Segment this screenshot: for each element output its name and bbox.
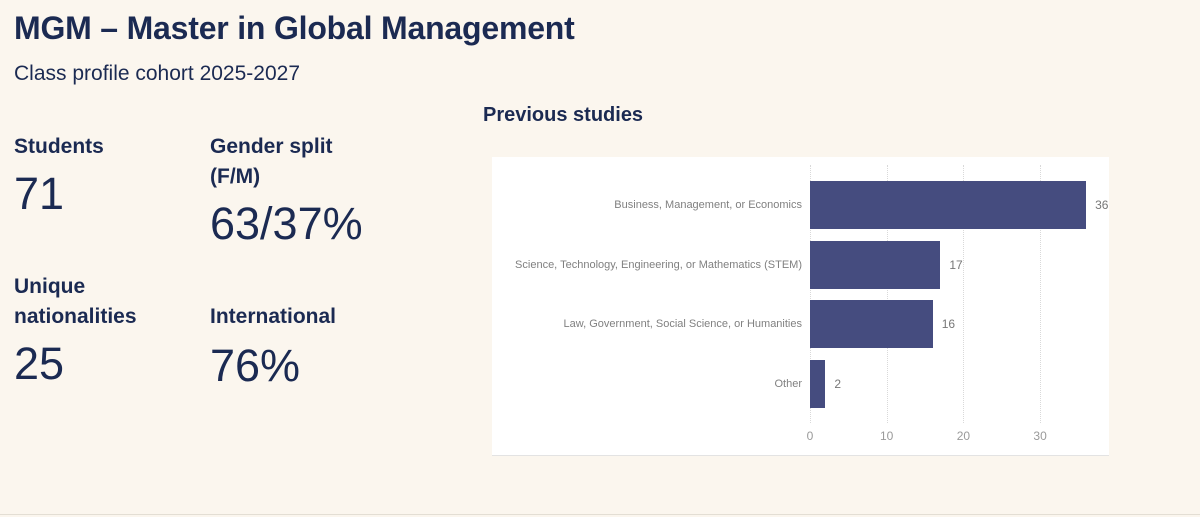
stat-international-value: 76%	[210, 340, 301, 391]
bar	[810, 300, 933, 348]
gridline	[886, 165, 888, 423]
gridline	[1040, 165, 1042, 423]
stat-unique-nationalities-label: Unique nationalities	[14, 275, 137, 328]
gridline	[963, 165, 965, 423]
stat-students-value: 71	[14, 168, 65, 219]
previous-studies-bar-chart: 0 10 20 30 Business, Management, or Economic…	[492, 157, 1109, 456]
stat-students: Students 71	[14, 132, 179, 217]
bar-value-label: 2	[834, 376, 842, 391]
x-tick-label: 0	[806, 429, 814, 443]
stat-unique-nationalities: Unique nationalities 25	[14, 272, 179, 387]
bar-category-label: Law, Government, Social Science, or Huma…	[563, 318, 802, 330]
x-tick-label: 10	[880, 429, 894, 443]
bar-category-label: Other	[774, 377, 802, 390]
x-tick-label: 30	[1033, 429, 1047, 443]
bar-value-label: 36	[1095, 198, 1109, 212]
bar-category-label: Science, Technology, Engineering, or Mat…	[515, 258, 802, 271]
stat-gender-split-label: Gender split (F/M)	[210, 135, 333, 188]
stat-international: International 76%	[210, 302, 385, 389]
bar-value-label: 16	[941, 317, 956, 331]
stat-gender-split: Gender split (F/M) 63/37%	[210, 132, 363, 249]
bottom-divider	[0, 514, 1200, 515]
bar-value-label: 17	[949, 257, 963, 272]
stat-international-label: International	[210, 305, 337, 328]
gridline	[810, 165, 811, 423]
page-title: MGM – Master in Global Management	[14, 10, 575, 46]
bar	[810, 359, 826, 408]
stat-students-label: Students	[14, 135, 104, 158]
chart-title: Previous studies	[483, 104, 644, 126]
bar-category-label: Business, Management, or Economics	[614, 199, 802, 211]
x-tick-label: 20	[956, 429, 971, 443]
bar	[810, 240, 941, 289]
page-subtitle: Class profile cohort 2025-2027	[14, 62, 301, 85]
stat-unique-nationalities-value: 25	[14, 338, 65, 389]
bar	[810, 181, 1087, 229]
stat-gender-split-value: 63/37%	[210, 198, 363, 249]
